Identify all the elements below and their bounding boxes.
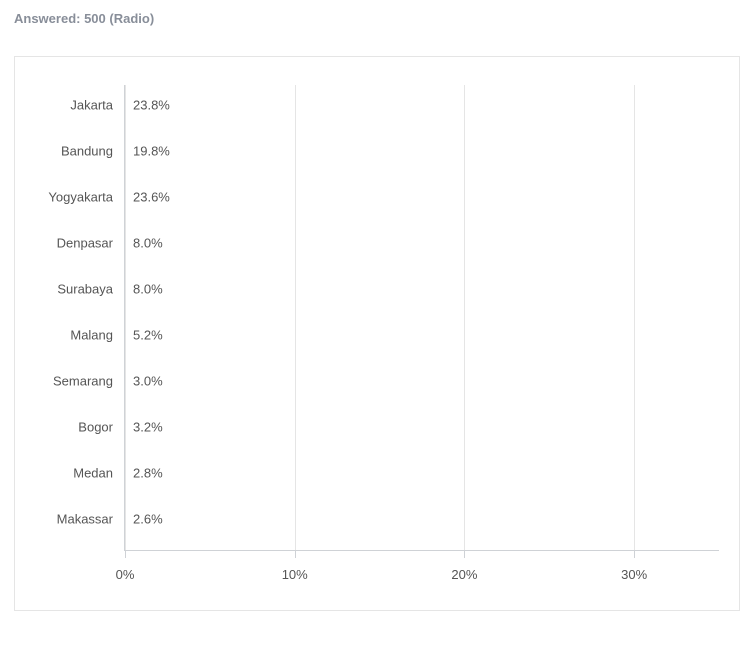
bar-value-label: 3.2% bbox=[125, 420, 163, 435]
plot-area: Jakarta23.8%Bandung19.8%Yogyakarta23.6%D… bbox=[125, 85, 719, 550]
y-axis-line bbox=[124, 85, 125, 551]
category-label: Semarang bbox=[53, 374, 125, 389]
bars-group: Jakarta23.8%Bandung19.8%Yogyakarta23.6%D… bbox=[125, 85, 719, 550]
bar-value-label: 23.8% bbox=[125, 98, 170, 113]
chart-header: Answered: 500 (Radio) bbox=[0, 0, 754, 34]
category-label: Bandung bbox=[61, 144, 125, 159]
gridline bbox=[125, 85, 126, 550]
category-label: Bogor bbox=[78, 420, 125, 435]
category-label: Surabaya bbox=[57, 282, 125, 297]
x-tick-label: 0% bbox=[116, 567, 135, 582]
bar-value-label: 5.2% bbox=[125, 328, 163, 343]
category-label: Jakarta bbox=[70, 98, 125, 113]
gridline bbox=[634, 85, 635, 550]
bar-value-label: 19.8% bbox=[125, 144, 170, 159]
chart-container: Jakarta23.8% Bandung19.8% Yogyakarta23.6% D… bbox=[0, 34, 754, 625]
x-axis-line bbox=[125, 550, 719, 551]
x-tick-label: 10% bbox=[282, 567, 308, 582]
category-label: Malang bbox=[70, 328, 125, 343]
gridline bbox=[464, 85, 465, 550]
x-tick bbox=[295, 550, 296, 558]
bar-value-label: 3.0% bbox=[125, 374, 163, 389]
bar-value-label: 8.0% bbox=[125, 236, 163, 251]
bar-value-label: 2.6% bbox=[125, 512, 163, 527]
category-label: Yogyakarta bbox=[48, 190, 125, 205]
bar-value-label: 23.6% bbox=[125, 190, 170, 205]
x-tick bbox=[634, 550, 635, 558]
x-tick bbox=[464, 550, 465, 558]
x-tick-label: 30% bbox=[621, 567, 647, 582]
x-tick bbox=[125, 550, 126, 558]
answered-count-label: Answered: 500 (Radio) bbox=[14, 11, 154, 26]
bar-value-label: 8.0% bbox=[125, 282, 163, 297]
horizontal-bar-chart: Jakarta23.8% Bandung19.8% Yogyakarta23.6% D… bbox=[14, 56, 740, 611]
bar-value-label: 2.8% bbox=[125, 466, 163, 481]
x-tick-label: 20% bbox=[451, 567, 477, 582]
category-label: Makassar bbox=[57, 512, 125, 527]
category-label: Medan bbox=[73, 466, 125, 481]
gridline bbox=[295, 85, 296, 550]
category-label: Denpasar bbox=[57, 236, 125, 251]
